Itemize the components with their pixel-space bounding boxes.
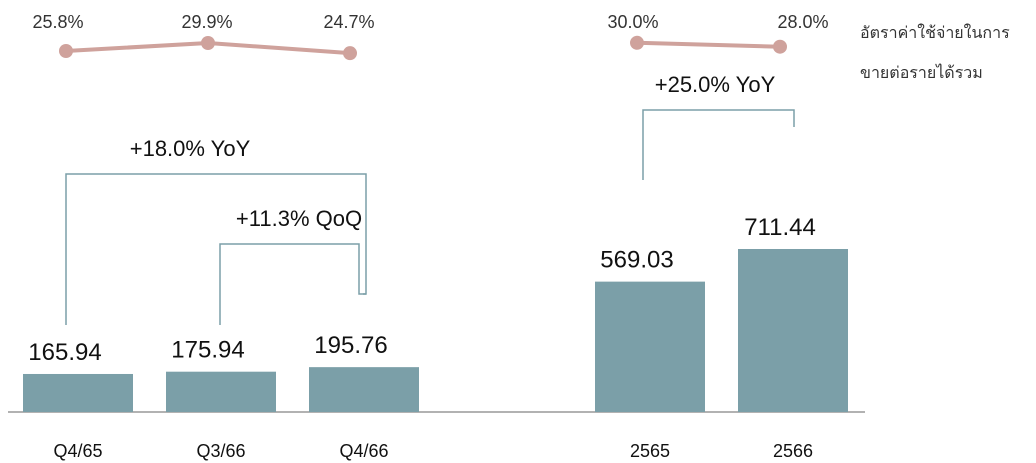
ratio-label-2565: 30.0% (607, 12, 658, 32)
category-labels: Q4/65 Q3/66 Q4/66 2565 2566 (53, 441, 813, 461)
revenue-bars (23, 249, 848, 412)
bar-value-label-Q3/66: 175.94 (171, 337, 244, 364)
bar-value-label-2566: 711.44 (744, 214, 816, 241)
ratio-label-Q4/66: 24.7% (323, 12, 374, 32)
annotation-qoq: +11.3% QoQ (236, 206, 362, 231)
bar-Q4/66 (309, 367, 419, 412)
ratio-label-2566: 28.0% (777, 12, 828, 32)
bar-value-label-Q4/66: 195.76 (314, 332, 387, 359)
annotation-yoy-annual: +25.0% YoY (655, 72, 776, 97)
bracket-yoy-quarterly (65, 173, 367, 325)
growth-brackets (65, 109, 795, 325)
bar-value-label-2565: 569.03 (600, 247, 673, 274)
revenue-value-labels: 165.94 175.94 195.76 569.03 711.44 (28, 214, 816, 366)
bar-value-label-Q4/65: 165.94 (28, 339, 101, 366)
bar-2565 (595, 281, 705, 412)
ratio-label-Q3/66: 29.9% (181, 12, 232, 32)
bar-2566 (738, 249, 848, 412)
ratio-point-2566 (773, 39, 787, 54)
category-label-Q3/66: Q3/66 (196, 441, 245, 461)
bar-Q3/66 (166, 371, 276, 412)
expense-ratio-labels: 25.8% 29.9% 24.7% 30.0% 28.0% (32, 12, 828, 32)
legend-ratio-line-2: ขายต่อรายได้รวม (860, 63, 983, 82)
ratio-label-Q4/65: 25.8% (32, 12, 83, 32)
ratio-point-Q3/66 (201, 36, 215, 50)
bracket-qoq (219, 243, 366, 325)
category-label-Q4/66: Q4/66 (339, 441, 388, 461)
bracket-yoy-annual (642, 109, 795, 180)
ratio-point-2565 (630, 35, 644, 50)
expense-ratio-lines (65, 40, 781, 56)
expense-ratio-points (59, 35, 787, 61)
bar-Q4/65 (23, 373, 133, 412)
legend-ratio-line-1: อัตราค่าใช้จ่ายในการ (860, 23, 1010, 42)
ratio-point-Q4/66 (343, 46, 357, 61)
category-label-Q4/65: Q4/65 (53, 441, 102, 461)
category-label-2566: 2566 (773, 441, 813, 461)
annotation-yoy-quarterly: +18.0% YoY (130, 136, 251, 161)
ratio-point-Q4/65 (59, 43, 73, 58)
ratio-line-group-2 (636, 40, 781, 49)
category-label-2565: 2565 (630, 441, 670, 461)
